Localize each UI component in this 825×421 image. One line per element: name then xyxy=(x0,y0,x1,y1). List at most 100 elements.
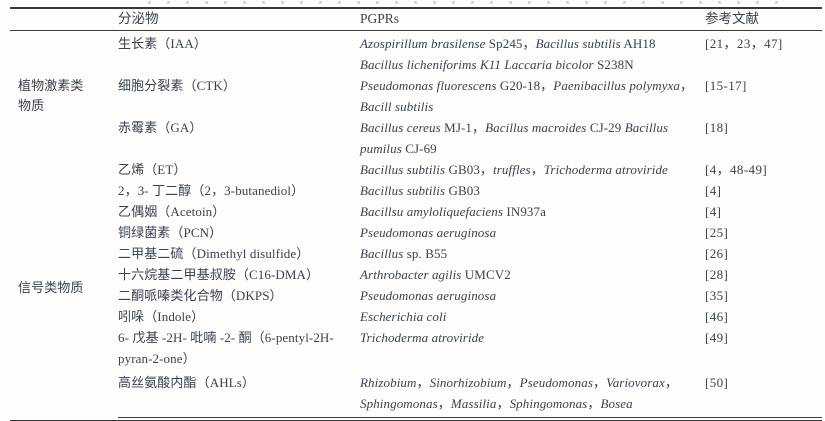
strain-text: ， xyxy=(592,375,607,390)
pgprs-cell: Arthrobacter agilis UMCV2 xyxy=(360,264,705,285)
secretion-cell: 赤霉素（GA） xyxy=(118,120,203,135)
species-name: Pseudomonas aeruginosa xyxy=(360,288,497,303)
strain-text: CJ-29 xyxy=(586,120,625,135)
secretion-cell: 乙烯（ET） xyxy=(118,162,187,177)
category-cell: 信号类物质 xyxy=(18,280,84,296)
secretion-cell: 十六烷基二甲基叔胺（C16-DMA） xyxy=(118,267,320,282)
cropped-caption-remnant xyxy=(148,1,788,4)
species-name: Bacillus cereus xyxy=(360,120,441,135)
table-row: 植物激素类物质 生长素（IAA） Azospirillum brasilense S… xyxy=(10,31,822,113)
strain-text: S238N xyxy=(593,57,634,72)
table-body: 植物激素类物质 生长素（IAA） Azospirillum brasilense S… xyxy=(10,31,822,418)
species-name: Massilia xyxy=(450,396,497,411)
pgprs-cell: Escherichia coli xyxy=(360,306,705,327)
header-refs: 参考文献 xyxy=(705,8,822,31)
category-cell: 植物激素类物质 xyxy=(18,78,84,113)
strain-text: AH18 xyxy=(620,36,656,51)
secretion-cell: 细胞分裂素（CTK） xyxy=(118,78,237,93)
strain-text: ， xyxy=(416,375,430,390)
species-name: Bacill subtilis xyxy=(360,99,434,114)
table-row: 乙偶姻（Acetoin） Bacillsu amyloliquefaciens I… xyxy=(10,201,822,222)
pgprs-cell: Bacillus subtilis GB03，truffles，Trichode… xyxy=(360,159,705,180)
reference-cell: [21，23，47] xyxy=(705,36,783,51)
table-row: 十六烷基二甲基叔胺（C16-DMA） Arthrobacter agilis UM… xyxy=(10,264,822,285)
strain-text: MJ-1， xyxy=(440,120,486,135)
secretion-cell: 生长素（IAA） xyxy=(118,36,207,51)
reference-cell: [49] xyxy=(705,330,729,345)
strain-text: ， xyxy=(530,162,544,177)
secretion-cell: 乙偶姻（Acetoin） xyxy=(118,204,226,219)
table-row: 赤霉素（GA） Bacillus cereus MJ-1，Bacillus mac… xyxy=(10,117,822,159)
species-name: Bacillus subtilis xyxy=(360,162,446,177)
pgprs-cell: Rhizobium，Sinorhizobium，Pseudomonas，Vari… xyxy=(360,369,705,418)
secretion-cell: 吲哚（Indole） xyxy=(118,309,205,324)
species-name: Pseudomonas fluorescens xyxy=(360,78,497,93)
species-name: Azospirillum brasilense xyxy=(360,36,486,51)
strain-text: GB03 xyxy=(445,183,480,198)
strain-text: ， xyxy=(496,396,510,411)
reference-cell: [28] xyxy=(705,267,729,282)
species-name: Escherichia coli xyxy=(360,309,447,324)
pgprs-cell: Azospirillum brasilense Sp245，Bacillus s… xyxy=(360,31,705,76)
strain-text: Sp245， xyxy=(485,36,536,51)
species-name: Sinorhizobium xyxy=(429,375,507,390)
species-name: Trichoderma atroviride xyxy=(543,162,668,177)
species-name: truffles xyxy=(493,162,531,177)
secretion-cell: 2，3- 丁二醇（2，3-butanediol） xyxy=(118,183,305,198)
table-row: 信号类物质 乙烯（ET） Bacillus subtilis GB03，truffl… xyxy=(10,159,822,295)
pgprs-cell: Trichoderma atroviride xyxy=(360,327,705,369)
strain-text: GB03， xyxy=(445,162,494,177)
secretion-cell: 高丝氨酸内酯（AHLs） xyxy=(118,369,360,418)
reference-cell: [18] xyxy=(705,120,729,135)
strain-text: ， xyxy=(587,396,601,411)
strain-text: sp. B55 xyxy=(403,246,448,261)
species-name: Arthrobacter agilis xyxy=(360,267,462,282)
strain-text: IN937a xyxy=(503,204,546,219)
reference-cell: [25] xyxy=(705,225,729,240)
secretion-cell: 6- 戊基 -2H- 吡喃 -2- 酮（6-pentyl-2H-pyran-2-… xyxy=(118,330,334,366)
secretion-cell: 二甲基二硫（Dimethyl disulfide） xyxy=(118,246,310,261)
pgprs-cell: Bacillus sp. B55 xyxy=(360,243,705,264)
reference-cell: [4] xyxy=(705,204,722,219)
pgprs-cell: Bacillus subtilis GB03 xyxy=(360,180,705,201)
header-row: 分泌物 PGPRs 参考文献 xyxy=(10,8,822,31)
strain-text: ， xyxy=(506,375,520,390)
table-row: 6- 戊基 -2H- 吡喃 -2- 酮（6-pentyl-2H-pyran-2-… xyxy=(10,327,822,369)
pgprs-cell: Bacillus cereus MJ-1，Bacillus macroides … xyxy=(360,117,705,159)
pgprs-cell: Pseudomonas fluorescens G20-18，Paenibaci… xyxy=(360,75,705,117)
strain-text: CJ-69 xyxy=(401,141,437,156)
secretion-cell: 铜绿菌素（PCN） xyxy=(118,225,223,240)
species-name: Sphingomonas xyxy=(509,396,588,411)
reference-cell: [26] xyxy=(705,246,729,261)
reference-cell: [4] xyxy=(705,183,722,198)
species-name: Bosea xyxy=(600,396,633,411)
table-row: 铜绿菌素（PCN） Pseudomonas aeruginosa [25] xyxy=(10,222,822,243)
species-name: Bacillus macroides xyxy=(485,120,587,135)
pgprs-cell: Bacillsu amyloliquefaciens IN937a xyxy=(360,201,705,222)
table-row: 吲哚（Indole） Escherichia coli [46] xyxy=(10,306,822,327)
species-name: Bacillus xyxy=(360,246,404,261)
reference-cell: [4，48-49] xyxy=(705,162,768,177)
strain-text: G20-18， xyxy=(496,78,554,93)
pgprs-cell: Pseudomonas aeruginosa xyxy=(360,222,705,243)
reference-cell: [50] xyxy=(705,369,822,418)
table-row: 二甲基二硫（Dimethyl disulfide） Bacillus sp. B5… xyxy=(10,243,822,264)
pgpr-table: 分泌物 PGPRs 参考文献 植物激素类物质 生长素（IAA） Azospirill… xyxy=(10,7,822,418)
header-category xyxy=(10,8,118,31)
secretion-cell: 二酮哌嗪类化合物（DKPS） xyxy=(118,288,283,303)
species-name: Bacillus licheniforims K11 Laccaria bico… xyxy=(360,57,594,72)
table-row: 细胞分裂素（CTK） Pseudomonas fluorescens G20-18… xyxy=(10,75,822,117)
species-name: Variovorax xyxy=(606,375,665,390)
species-name: Pseudomonas aeruginosa xyxy=(360,225,497,240)
strain-text: UMCV2 xyxy=(461,267,511,282)
strain-text: ， xyxy=(437,396,451,411)
species-name: Sphingomonas xyxy=(360,396,438,411)
strain-text: ， xyxy=(680,78,694,93)
pgprs-cell: Pseudomonas aeruginosa xyxy=(360,285,705,306)
species-name: Bacillus subtilis xyxy=(535,36,621,51)
table-row: 二酮哌嗪类化合物（DKPS） Pseudomonas aeruginosa [35] xyxy=(10,285,822,306)
reference-cell: [46] xyxy=(705,309,729,324)
species-name: Trichoderma atroviride xyxy=(360,330,485,345)
header-secretion: 分泌物 xyxy=(118,8,360,31)
